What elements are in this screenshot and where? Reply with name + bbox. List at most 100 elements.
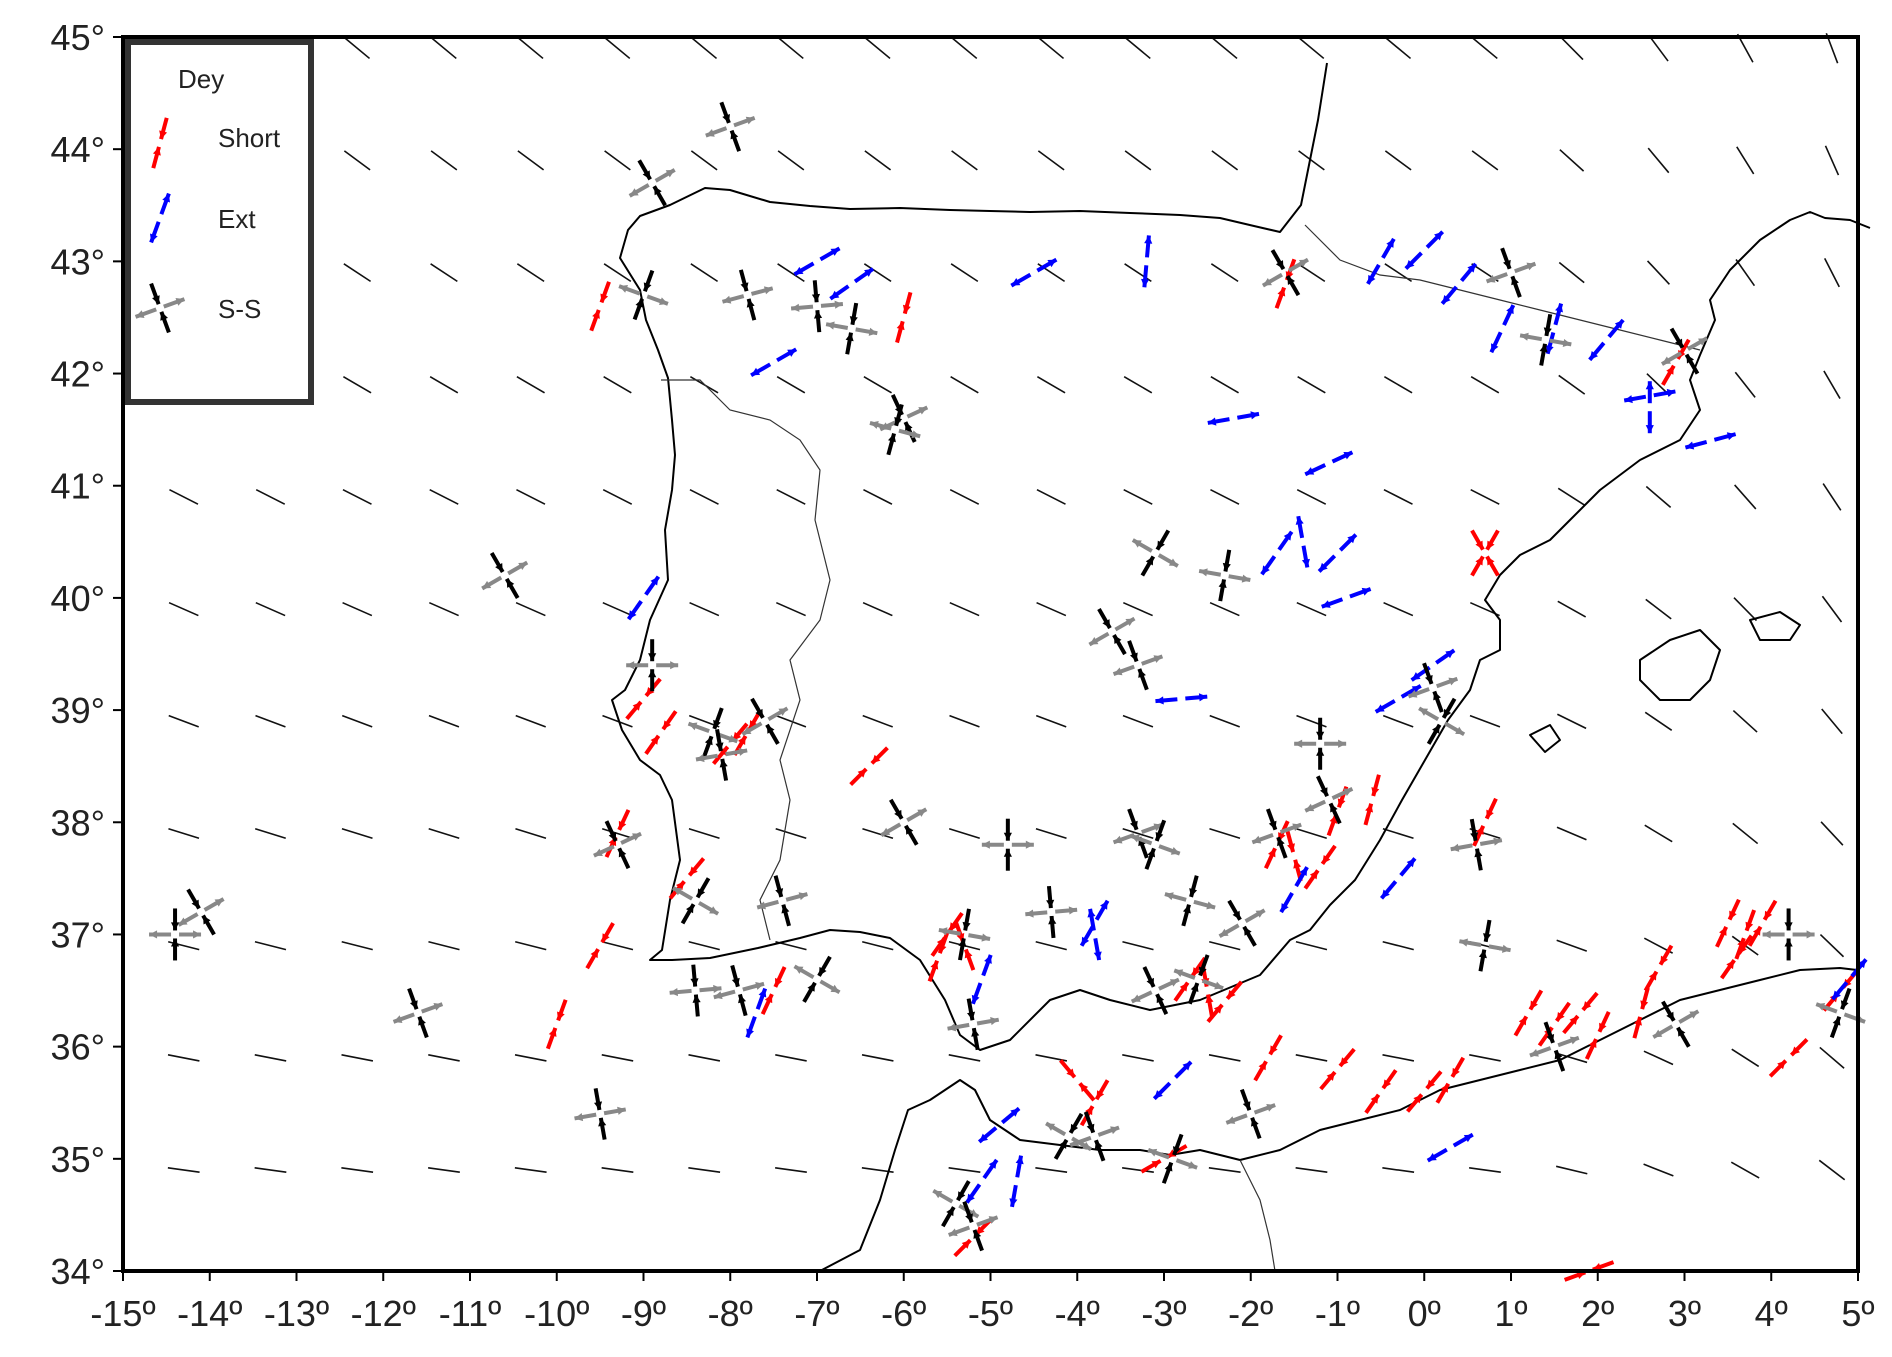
ss-compression-arrow-head (1432, 724, 1440, 734)
ss-extension-arrow-head (1113, 667, 1123, 676)
trajectory-mark (254, 940, 287, 951)
ss-compression-arrow-head (722, 114, 730, 123)
trajectory-mark (1298, 150, 1325, 171)
trajectory-mark (1296, 488, 1327, 505)
trajectory-mark (1469, 714, 1501, 728)
shortening-arrow-head (1179, 982, 1188, 992)
extension-arrow-head (979, 1133, 989, 1142)
ss-compression-arrow-head (958, 938, 967, 948)
ss-compression-arrow-head (1503, 259, 1511, 269)
ss-compression-arrow-head (1147, 848, 1156, 858)
trajectory-mark (429, 488, 459, 505)
ss-extension-arrow-head (1526, 262, 1536, 271)
trajectory-mark (948, 1054, 981, 1062)
north-africa-coastline (819, 967, 1858, 1272)
trajectory-mark (1818, 1159, 1846, 1181)
trajectory-mark (863, 488, 893, 505)
ss-extension-arrow-head (1653, 1029, 1663, 1038)
extension-symbol (745, 987, 768, 1039)
trajectory-mark (1295, 1167, 1328, 1174)
ss-compression-arrow-head (967, 1011, 976, 1021)
ext-symbol-icon (149, 192, 171, 244)
shortening-arrow-head (738, 735, 746, 745)
trajectory-mark (1035, 1167, 1068, 1174)
ss-compression-arrow-head (1130, 820, 1138, 830)
trajectory-mark (1382, 827, 1414, 840)
extension-arrow-head (1445, 650, 1455, 659)
extension-arrow-head (1141, 278, 1150, 288)
extension-arrow-head (1832, 990, 1841, 1000)
ss-compression-arrow-head (1433, 691, 1441, 701)
shortening-arrow-head (1726, 960, 1735, 970)
strike-slip-symbol (1652, 1000, 1700, 1048)
shortening-symbol (1435, 1056, 1466, 1104)
ss-compression-arrow-head (1189, 888, 1198, 897)
ss-extension-arrow-head (665, 169, 675, 178)
extension-symbol (829, 267, 875, 301)
extension-symbol (965, 1158, 999, 1204)
shortening-arrow-head (676, 881, 685, 891)
trajectory-mark (344, 37, 371, 60)
shortening-arrow-head (775, 977, 783, 987)
legend-item-short: Short (151, 117, 281, 169)
ss-compression-arrow-head (692, 994, 701, 1003)
trajectory-mark (428, 714, 460, 728)
ss-extension-arrow-head (178, 917, 188, 926)
ss-extension-arrow-head (214, 899, 224, 907)
lat-tick-label: 37° (51, 914, 105, 955)
trajectory-mark (429, 376, 459, 394)
ss-compression-arrow-head (598, 1117, 607, 1127)
ss-compression-arrow-head (1546, 1033, 1555, 1043)
ss-extension-arrow-head (1806, 930, 1815, 939)
trajectory-mark (1648, 34, 1669, 62)
trajectory-mark (602, 601, 633, 617)
extension-symbol (1010, 257, 1058, 288)
ss-compression-arrow-head (781, 904, 790, 914)
lat-tick-label: 39° (51, 690, 105, 731)
ss-compression-arrow-head (1277, 837, 1285, 847)
ss-extension-arrow-head (632, 833, 642, 841)
ss-extension-arrow-head (981, 933, 991, 942)
ss-extension-arrow-head (433, 1002, 443, 1011)
extension-symbol (1379, 857, 1417, 900)
shortening-symbol (1285, 830, 1303, 882)
extension-symbol (1295, 515, 1310, 568)
extension-arrow-head (1182, 1061, 1192, 1071)
ss-extension-arrow-head (1305, 803, 1315, 812)
trajectory-mark (864, 37, 891, 60)
extension-arrow-head (1491, 343, 1499, 353)
extension-symbol (1588, 318, 1625, 362)
ss-compression-arrow-head (1059, 1139, 1067, 1149)
ss-compression-arrow-head (719, 758, 728, 768)
extension-arrow-head (1463, 1134, 1473, 1143)
ss-extension-arrow-head (1206, 901, 1216, 910)
trajectory-mark (603, 376, 632, 394)
ss-compression-arrow-head (418, 1016, 426, 1026)
trajectory-mark (1122, 1167, 1154, 1174)
ss-extension-arrow-head (1262, 278, 1272, 286)
trajectory-mark (1035, 714, 1067, 728)
ss-compression-arrow-head (1086, 1123, 1095, 1133)
trajectory-mark (342, 376, 372, 394)
shortening-arrow-head (871, 754, 881, 764)
trajectory-mark (690, 150, 718, 171)
ss-compression-arrow-head (1070, 1123, 1079, 1133)
lon-tick-label: -13º (264, 1293, 329, 1334)
ss-extension-arrow-head (1266, 1103, 1276, 1112)
ss-extension-arrow-head (742, 726, 752, 735)
trajectory-mark (949, 714, 980, 728)
lon-tick-label: -8º (708, 1293, 753, 1334)
shortening-symbol (1719, 934, 1754, 980)
ss-extension-arrow-head (1089, 637, 1099, 645)
ss-compression-arrow-head (686, 904, 694, 914)
lon-tick-label: -1º (1315, 1293, 1360, 1334)
extension-symbol (1623, 388, 1676, 404)
ss-compression-arrow-head (608, 832, 617, 842)
strike-slip-symbol (1294, 717, 1347, 770)
trajectory-mark (1559, 36, 1584, 61)
strike-slip-symbol (1147, 1133, 1198, 1184)
ss-compression-arrow-head (1164, 1162, 1173, 1172)
ss-extension-arrow-head (778, 708, 788, 716)
ss-extension-arrow-head (1110, 1126, 1120, 1135)
ss-compression-arrow-head (807, 982, 815, 992)
